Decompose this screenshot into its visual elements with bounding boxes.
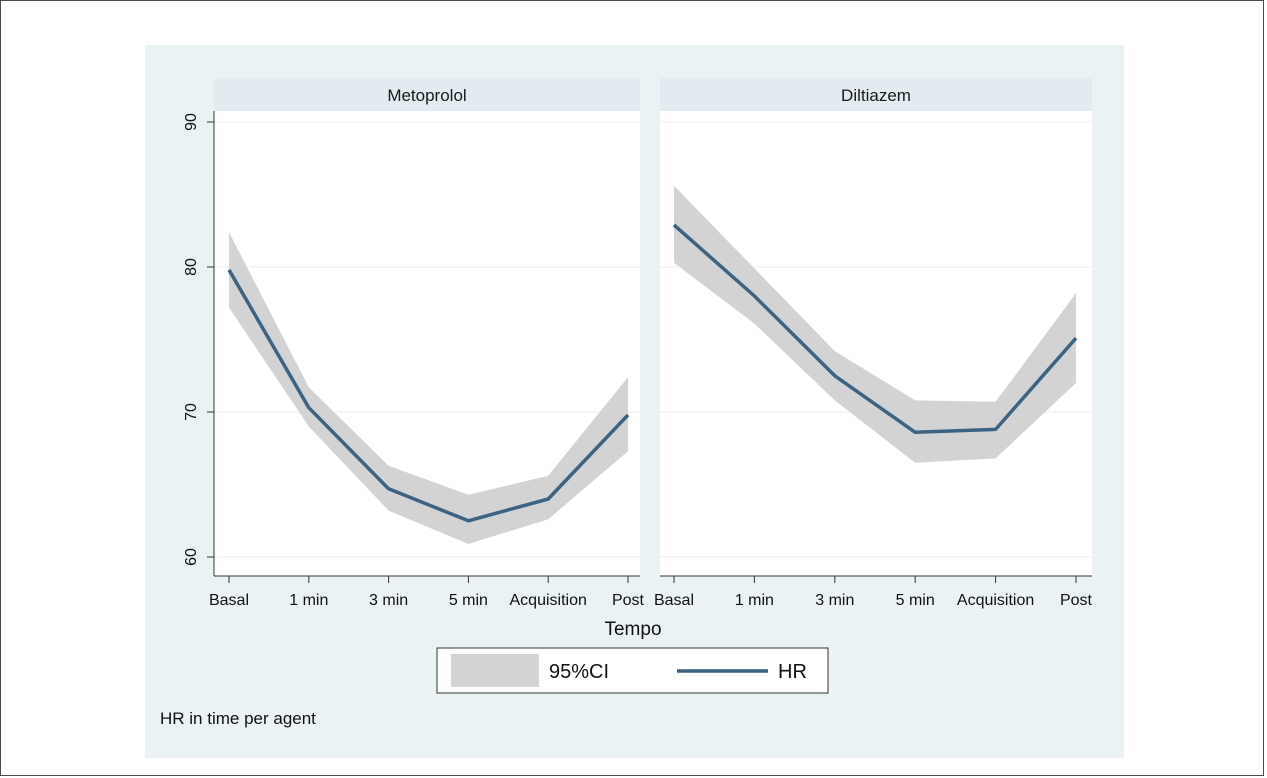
strip-metoprolol: [214, 78, 640, 111]
x-tick-label: 3 min: [369, 592, 408, 609]
legend-label-ci: 95%CI: [549, 661, 609, 683]
strip-diltiazem: [660, 78, 1092, 111]
grid-metoprolol: [214, 121, 640, 558]
x-tick-label: 1 min: [289, 592, 328, 609]
ci-band-metoprolol: [229, 232, 628, 544]
x-tick-label: 5 min: [896, 592, 935, 609]
x-tick-label: Post: [612, 592, 645, 609]
panel-diltiazem: Diltiazem Basal 1 min 3 min 5 min Acquisitio…: [654, 78, 1093, 609]
x-tick-label: Post: [1060, 592, 1093, 609]
x-tick-label: Acquisition: [957, 592, 1034, 609]
x-axis-title: Tempo: [604, 619, 661, 640]
x-tick-label: Basal: [654, 592, 694, 609]
facet-title-metoprolol: Metoprolol: [387, 86, 466, 105]
legend-label-hr: HR: [778, 661, 807, 683]
x-tick-label: Acquisition: [510, 592, 587, 609]
y-tick-label: 80: [183, 258, 200, 276]
x-axis-ticks-diltiazem: Basal 1 min 3 min 5 min Acquisition Post: [654, 576, 1093, 609]
hr-line-diltiazem: [672, 223, 1078, 435]
y-tick-label: 90: [183, 113, 200, 131]
y-tick-label: 60: [183, 548, 200, 566]
figure-note: HR in time per agent: [160, 709, 316, 728]
plot-area-diltiazem: [660, 111, 1092, 576]
facet-title-diltiazem: Diltiazem: [841, 86, 911, 105]
legend: 95%CI HR: [436, 647, 829, 694]
x-tick-label: Basal: [209, 592, 249, 609]
panel-metoprolol: Metoprolol 60 70 80 90 Basal 1 min 3 min 5 min…: [183, 78, 645, 609]
x-tick-label: 5 min: [449, 592, 488, 609]
x-tick-label: 1 min: [735, 592, 774, 609]
y-axis-ticks: 60 70 80 90: [183, 113, 214, 566]
ci-band-diltiazem: [674, 185, 1076, 463]
hr-line-metoprolol: [227, 269, 630, 523]
y-tick-label: 70: [183, 403, 200, 421]
x-axis-ticks-metoprolol: Basal 1 min 3 min 5 min Acquisition Post: [209, 576, 645, 609]
x-tick-label: 3 min: [815, 592, 854, 609]
legend-swatch-ci: [451, 654, 539, 687]
